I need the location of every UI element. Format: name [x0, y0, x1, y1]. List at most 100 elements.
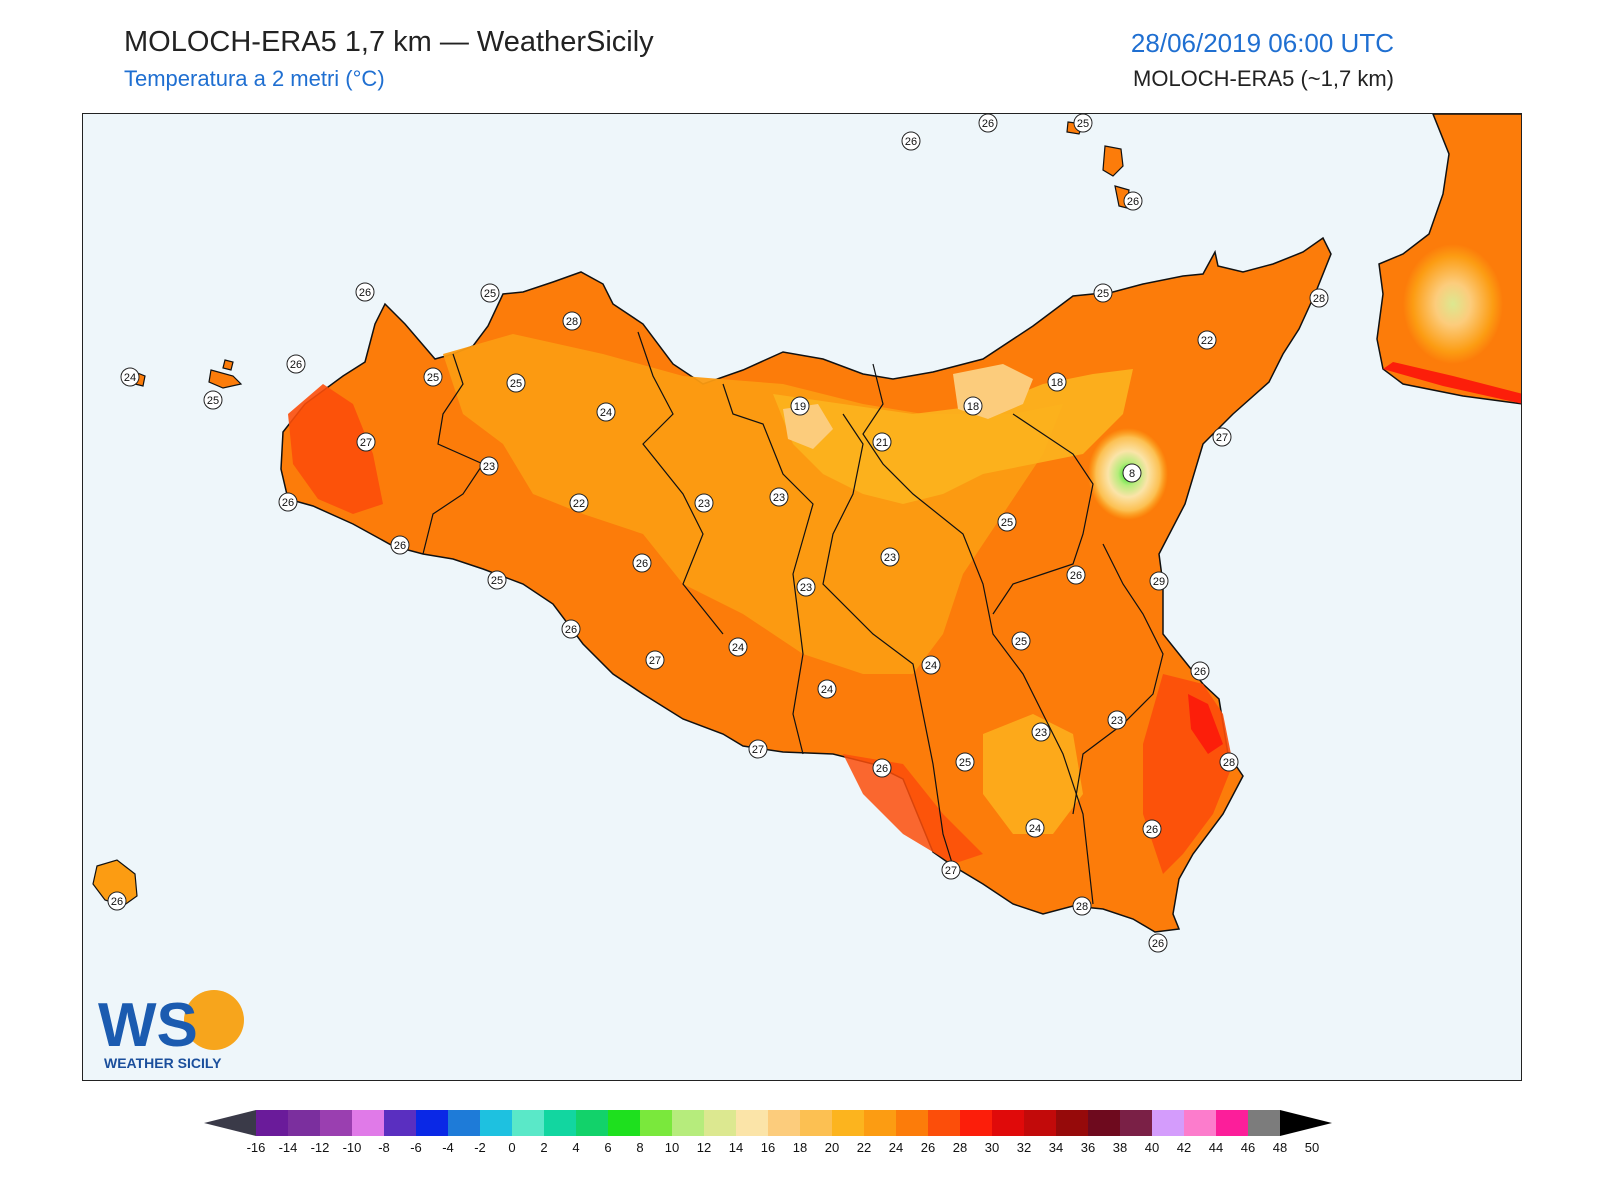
- station-marker: 23: [1031, 722, 1051, 742]
- station-marker-circle: [728, 637, 748, 657]
- station-marker-circle: [355, 282, 375, 302]
- station-value: 23: [1035, 727, 1047, 739]
- colorbar-tick-label: -14: [279, 1140, 298, 1155]
- station-value: 23: [483, 461, 495, 473]
- station-marker: 19: [790, 396, 810, 416]
- colorbar-segment: [736, 1110, 768, 1136]
- station-marker: 24: [728, 637, 748, 657]
- colorbar-tick-label: 48: [1273, 1140, 1287, 1155]
- station-value: 21: [876, 437, 888, 449]
- station-marker-circle: [1093, 283, 1113, 303]
- colorbar-tick-label: -2: [474, 1140, 486, 1155]
- station-marker: 26: [1066, 565, 1086, 585]
- station-marker-circle: [390, 535, 410, 555]
- station-marker: 24: [120, 367, 140, 387]
- station-value: 28: [1076, 901, 1088, 913]
- station-marker-circle: [203, 390, 223, 410]
- station-marker-circle: [569, 493, 589, 513]
- station-value: 24: [124, 372, 136, 384]
- forecast-datetime: 28/06/2019 06:00 UTC: [1130, 28, 1394, 58]
- station-value: 26: [282, 497, 294, 509]
- colorbar-tick-label: 16: [761, 1140, 775, 1155]
- station-value: 26: [1194, 666, 1206, 678]
- station-marker-circle: [506, 373, 526, 393]
- colorbar-segment: [1216, 1110, 1248, 1136]
- station-value: 26: [565, 624, 577, 636]
- station-marker: 18: [963, 396, 983, 416]
- station-value: 26: [1152, 938, 1164, 950]
- station-marker-circle: [1190, 661, 1210, 681]
- lipari-island: [1102, 145, 1124, 177]
- station-value: 25: [484, 288, 496, 300]
- station-marker: 25: [487, 570, 507, 590]
- station-marker: 26: [1190, 661, 1210, 681]
- station-markers: 26 26 25 26 26 28 25 24 26 25 25 25 27 24 23 26 26 25 22 19…: [107, 114, 1329, 953]
- station-marker-circle: [694, 493, 714, 513]
- colorbar-segment: [1088, 1110, 1120, 1136]
- station-marker: 26: [1148, 933, 1168, 953]
- egadi-levanzo: [222, 359, 234, 371]
- colorbar-segment: [416, 1110, 448, 1136]
- station-marker-circle: [107, 891, 127, 911]
- station-marker-circle: [963, 396, 983, 416]
- colorbar-tick-label: 12: [697, 1140, 711, 1155]
- station-value: 26: [394, 540, 406, 552]
- station-marker-circle: [1072, 896, 1092, 916]
- colorbar-tick-label: -4: [442, 1140, 454, 1155]
- colorbar-segment: [1024, 1110, 1056, 1136]
- station-marker: 26: [286, 354, 306, 374]
- map-panel[interactable]: 26 26 25 26 26 28 25 24 26 25 25 25 27 24 23 26 26 25 22 19…: [82, 113, 1522, 1081]
- station-marker-circle: [872, 432, 892, 452]
- station-marker: 23: [769, 487, 789, 507]
- station-value: 26: [982, 118, 994, 130]
- colorbar-segment: [768, 1110, 800, 1136]
- station-marker: 22: [1197, 330, 1217, 350]
- colorbar-tick-label: -10: [343, 1140, 362, 1155]
- station-value: 26: [636, 558, 648, 570]
- station-value: 23: [1111, 715, 1123, 727]
- station-marker-circle: [817, 679, 837, 699]
- station-value: 27: [1216, 432, 1228, 444]
- station-marker: 26: [355, 282, 375, 302]
- station-value: 22: [1201, 335, 1213, 347]
- colorbar-segment: [480, 1110, 512, 1136]
- station-marker-circle: [748, 739, 768, 759]
- colorbar-segment: [704, 1110, 736, 1136]
- region-warm-south: [843, 754, 983, 864]
- station-marker: 28: [562, 311, 582, 331]
- station-marker-circle: [1212, 427, 1232, 447]
- colorbar-segment: [256, 1110, 288, 1136]
- station-value: 27: [752, 744, 764, 756]
- station-marker: 24: [817, 679, 837, 699]
- colorbar-tick-label: 8: [636, 1140, 643, 1155]
- station-marker-circle: [562, 311, 582, 331]
- station-value: 24: [1029, 823, 1041, 835]
- station-marker-circle: [1073, 114, 1093, 133]
- station-marker: 26: [872, 758, 892, 778]
- colorbar-tick-label: 26: [921, 1140, 935, 1155]
- colorbar-tick-label: 50: [1305, 1140, 1319, 1155]
- station-value: 25: [1097, 288, 1109, 300]
- colorbar-tick-label: -12: [311, 1140, 330, 1155]
- colorbar-segment: [288, 1110, 320, 1136]
- station-marker-circle: [596, 402, 616, 422]
- station-marker: 24: [921, 655, 941, 675]
- station-value: 25: [427, 372, 439, 384]
- station-marker-circle: [423, 367, 443, 387]
- station-value: 26: [111, 896, 123, 908]
- station-marker-circle: [278, 492, 298, 512]
- station-marker-circle: [1066, 565, 1086, 585]
- station-value: 23: [884, 552, 896, 564]
- station-marker: 25: [1073, 114, 1093, 133]
- colorbar-tick-label: 22: [857, 1140, 871, 1155]
- station-marker: 26: [390, 535, 410, 555]
- colorbar-segment: [576, 1110, 608, 1136]
- station-value: 25: [1001, 517, 1013, 529]
- station-marker-circle: [978, 114, 998, 133]
- station-value: 26: [1146, 824, 1158, 836]
- station-marker: 26: [978, 114, 998, 133]
- colorbar-tick-label: 18: [793, 1140, 807, 1155]
- colorbar-tick-label: -6: [410, 1140, 422, 1155]
- colorbar-segment: [1056, 1110, 1088, 1136]
- colorbar-segment: [992, 1110, 1024, 1136]
